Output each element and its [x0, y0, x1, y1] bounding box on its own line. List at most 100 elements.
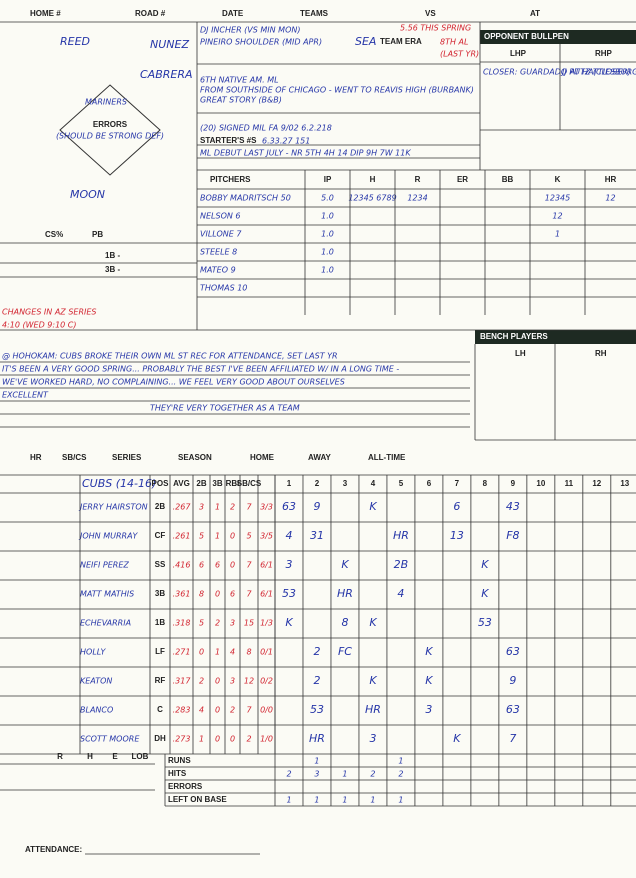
summary-cell: 1 — [370, 796, 375, 805]
info-note: DJ INCHER (VS MIN MON) — [200, 26, 300, 35]
info-note: 6TH NATIVE AM. ML — [200, 76, 279, 85]
inning-header: 13 — [620, 479, 629, 488]
play: K — [453, 732, 461, 745]
totals-header: R — [57, 752, 63, 761]
play: K — [425, 645, 433, 658]
play: K — [481, 558, 489, 571]
errors-label: ERRORS — [93, 120, 128, 129]
info-note: GREAT STORY (B&B) — [200, 96, 282, 105]
player-stat: 7 — [246, 561, 252, 570]
team-rank: 8TH AL — [440, 38, 468, 47]
player-name: JOHN MURRAY — [78, 532, 139, 541]
diamond — [59, 84, 161, 176]
pitcher-cell: 1 — [555, 230, 560, 239]
pitcher-cell: THOMAS 10 — [200, 284, 247, 293]
player-stat: .283 — [173, 706, 191, 715]
play: K — [425, 674, 433, 687]
player-stat: SS — [155, 560, 166, 569]
info-note: ML DEBUT LAST JULY - NR 5TH 4H 14 DIP 9H… — [200, 149, 411, 158]
player-stat: 0 — [230, 735, 235, 744]
field-player: NUNEZ — [150, 38, 189, 51]
player-stat: 0/2 — [260, 677, 273, 686]
pitcher-header: PITCHERS — [210, 175, 251, 184]
player-stat: .271 — [173, 648, 191, 657]
play: 9 — [313, 500, 320, 513]
lineup-header: SB/CS — [62, 453, 87, 462]
player-stat: 0/1 — [260, 648, 273, 657]
note: IT'S BEEN A VERY GOOD SPRING... PROBABLY… — [2, 365, 399, 374]
summary-cell: 1 — [398, 757, 403, 766]
rhp-label: RHP — [595, 49, 613, 58]
player-stat: 1/3 — [260, 619, 273, 628]
play: HR — [337, 587, 353, 600]
player-stat: 2 — [199, 677, 204, 686]
first-base: 1B - — [105, 251, 120, 260]
player-stat: 3 — [199, 503, 204, 512]
pitcher-cell: MATEO 9 — [200, 266, 236, 275]
player-stat: 1/0 — [260, 735, 273, 744]
rhp-note: JJ PUTZ (CLOSER) — [560, 68, 631, 77]
player-stat: 1B — [155, 618, 165, 627]
inning-header: 11 — [565, 479, 574, 488]
player-stat: 1 — [199, 735, 204, 744]
play: 3 — [425, 703, 432, 716]
pitcher-cell: 1.0 — [321, 248, 334, 257]
summary-cell: 3 — [314, 770, 319, 779]
player-stat: 3/3 — [260, 503, 273, 512]
pitcher-cell: NELSON 6 — [200, 212, 241, 221]
pitcher-cell: 1234 — [407, 194, 427, 203]
note: WE'VE WORKED HARD, NO COMPLAINING... WE … — [2, 378, 345, 387]
player-stat: 5 — [246, 532, 251, 541]
pitcher-cell: 12 — [605, 194, 615, 203]
player-stat: 0 — [230, 561, 235, 570]
player-stat: 0 — [215, 735, 220, 744]
player-stat: 6/1 — [260, 590, 273, 599]
pitcher-cell: 1.0 — [321, 212, 334, 221]
changes-title: CHANGES IN AZ SERIES — [2, 308, 97, 317]
player-stat: .361 — [173, 590, 191, 599]
player-stat: 0 — [215, 590, 220, 599]
player-name: ECHEVARRIA — [80, 619, 131, 628]
pitcher-cell: VILLONE 7 — [200, 230, 242, 239]
changes-time: 4:10 (WED 9:10 C) — [2, 321, 77, 330]
player-name: MATT MATHIS — [80, 590, 134, 599]
pitcher-cell: 12345 — [545, 194, 570, 203]
summary-label: HITS — [168, 769, 187, 778]
player-stat: .318 — [173, 619, 191, 628]
player-stat: 6 — [199, 561, 204, 570]
play: HR — [365, 703, 381, 716]
note: @ HOHOKAM: CUBS BROKE THEIR OWN ML ST RE… — [2, 352, 338, 361]
play: 53 — [478, 616, 492, 629]
player-stat: 7 — [246, 503, 252, 512]
info-note: FROM SOUTHSIDE OF CHICAGO - WENT TO REAV… — [200, 86, 474, 95]
play: FC — [338, 645, 352, 658]
player-stat: CF — [155, 531, 166, 540]
play: 13 — [450, 529, 464, 542]
summary-cell: 1 — [398, 796, 403, 805]
player-stat: 2 — [246, 735, 251, 744]
header-label: HOME # — [30, 9, 61, 18]
player-stat: 2B — [155, 502, 165, 511]
player-stat: 3 — [230, 619, 235, 628]
totals-header: H — [87, 752, 93, 761]
inning-header: 6 — [427, 479, 432, 488]
stat-header: SB/CS — [237, 479, 262, 488]
player-name: NEIFI PEREZ — [80, 561, 129, 570]
team-rank-note: (LAST YR) — [440, 50, 479, 59]
pitcher-cell: 1.0 — [321, 230, 334, 239]
player-stat: RF — [155, 676, 166, 685]
summary-cell: 1 — [342, 796, 347, 805]
player-stat: LF — [155, 647, 165, 656]
player-stat: 1 — [215, 648, 220, 657]
player-stat: .267 — [173, 503, 192, 512]
rh-label: RH — [595, 349, 607, 358]
player-stat: 12 — [244, 677, 254, 686]
play: 2B — [394, 558, 409, 571]
player-stat: 6 — [215, 561, 220, 570]
cs-label: CS% — [45, 230, 63, 239]
play: K — [285, 616, 293, 629]
stat-header: 3B — [212, 479, 222, 488]
stat-header: RBI — [226, 479, 240, 488]
stat-header: 2B — [196, 479, 206, 488]
inning-header: 9 — [511, 479, 516, 488]
